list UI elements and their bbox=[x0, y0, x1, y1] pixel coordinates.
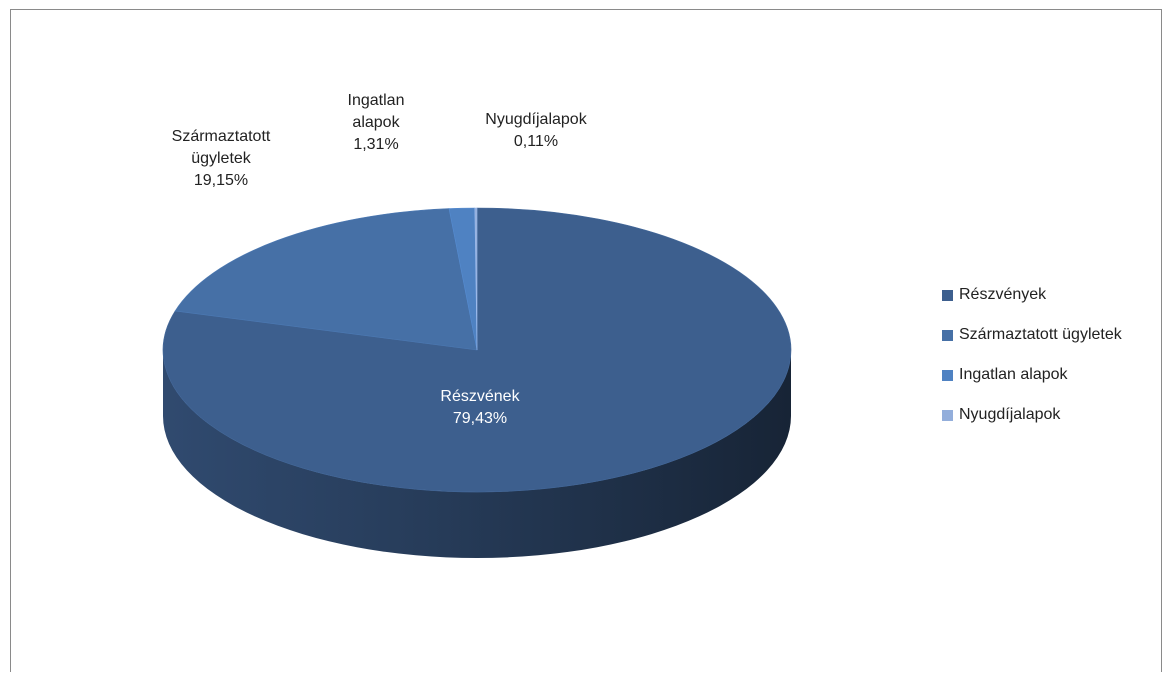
data-label-ingatlan: Ingatlan alapok 1,31% bbox=[347, 92, 405, 153]
pie-side-0 bbox=[163, 350, 791, 558]
data-label-nyugdij: Nyugdíjalapok 0,11% bbox=[485, 111, 587, 150]
legend-item: Származtatott ügyletek bbox=[942, 324, 1122, 346]
pie-slice-3 bbox=[474, 207, 478, 351]
legend-label: Részvények bbox=[959, 286, 1047, 303]
legend-label: Nyugdíjalapok bbox=[959, 406, 1061, 423]
data-label-szarmaztatott: Származtatott ügyletek 19,15% bbox=[171, 128, 271, 189]
legend-item: Nyugdíjalapok bbox=[942, 404, 1122, 426]
legend: Részvények Származtatott ügyletek Ingatl… bbox=[942, 284, 1122, 444]
legend-swatch bbox=[942, 289, 953, 301]
pie-chart bbox=[162, 207, 792, 558]
legend-label: Származtatott ügyletek bbox=[959, 326, 1122, 343]
pie-slice-1 bbox=[174, 208, 478, 351]
legend-swatch bbox=[942, 329, 953, 341]
legend-swatch bbox=[942, 369, 953, 381]
data-label-reszvenyek: Részvének 79,43% bbox=[440, 388, 520, 427]
legend-swatch bbox=[942, 409, 953, 421]
legend-item: Részvények bbox=[942, 284, 1122, 306]
legend-item: Ingatlan alapok bbox=[942, 364, 1122, 386]
chart-frame: Részvének 79,43% Származtatott ügyletek … bbox=[10, 9, 1162, 672]
pie-slice-0 bbox=[162, 207, 792, 493]
legend-label: Ingatlan alapok bbox=[959, 366, 1068, 383]
